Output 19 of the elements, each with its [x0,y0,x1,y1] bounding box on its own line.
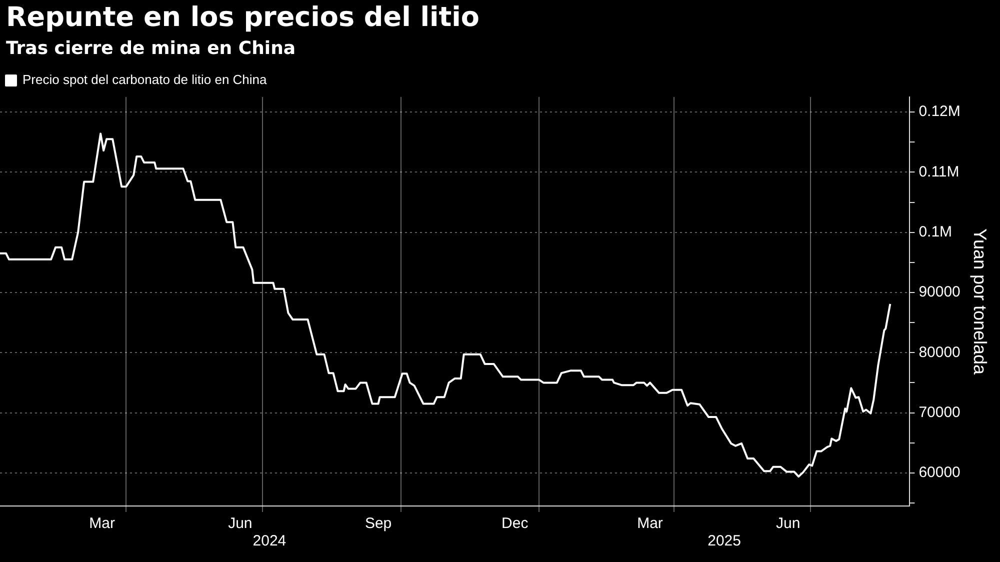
x-tick-label: Jun [228,515,252,532]
y-tick-label: 90000 [918,284,960,301]
x-tick-label: Jun [776,515,800,532]
text: 2025 [708,532,741,550]
y-tick-label: 0.12M [918,103,960,120]
x-tick-label: Sep [364,515,392,532]
x-tick-label: Mar [89,515,115,532]
y-tick-label: 0.1M [918,223,952,240]
text: 2024 [252,532,286,550]
y-tick-label: 60000 [918,464,960,482]
chart-title: Repunte en los precios del litio [6,2,480,33]
y-axis-title: Yuan por tonelada [970,228,990,376]
y-tick-label: 0.11M [918,163,960,180]
y-tick-label: 70000 [918,404,960,421]
legend-label: Precio spot del carbonato de litio en China [22,72,268,88]
chart-subtitle: Tras cierre de mina en China [6,38,296,59]
y-tick-label: 80000 [918,344,960,361]
x-tick-label: Dec [502,515,529,532]
x-tick-label: Mar [637,515,663,532]
